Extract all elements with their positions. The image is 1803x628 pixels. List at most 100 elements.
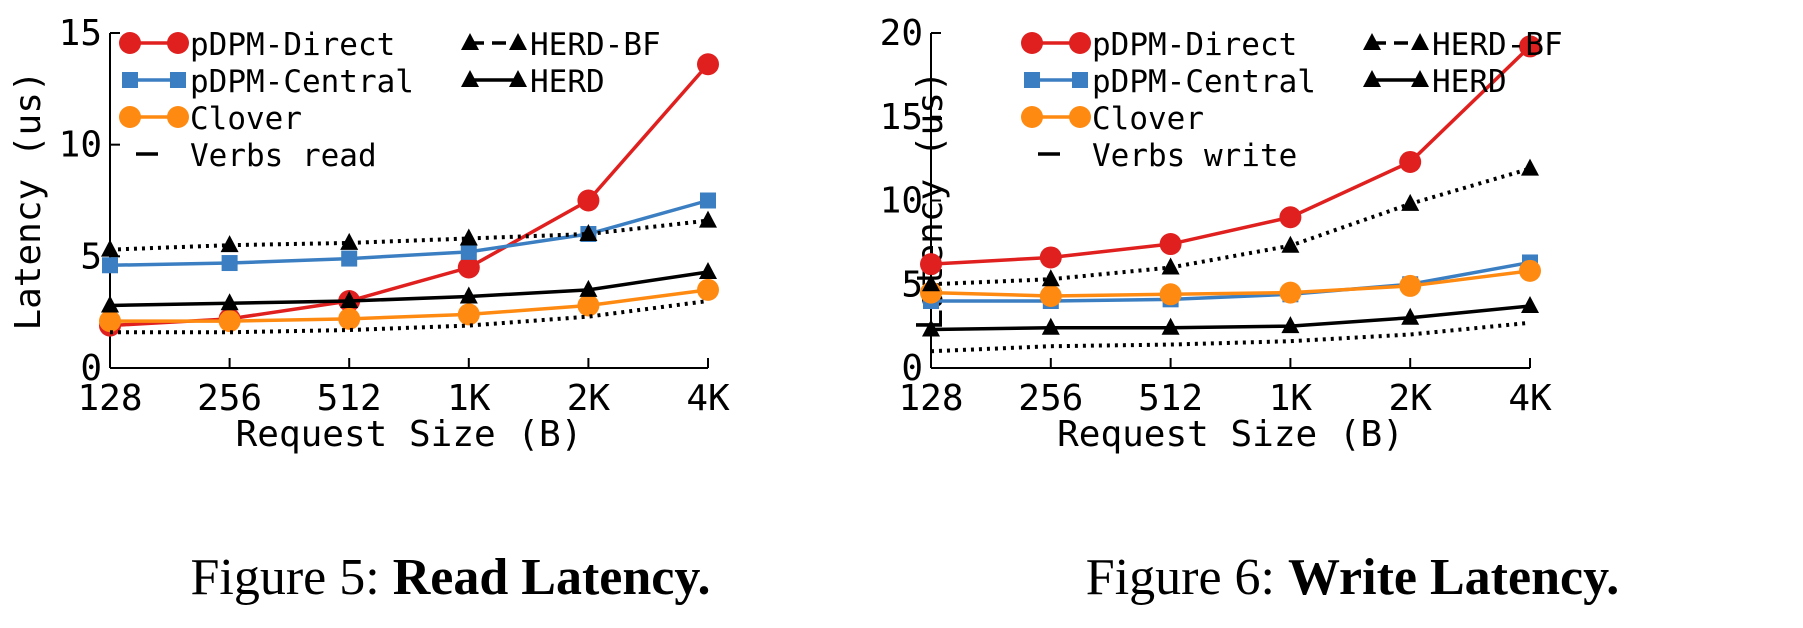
legend-marker-pdpm-direct bbox=[119, 32, 141, 54]
legend-marker-clover bbox=[167, 106, 189, 128]
legend-marker-pdpm-central bbox=[170, 72, 186, 88]
series-clover bbox=[99, 278, 719, 333]
series-herd bbox=[101, 261, 717, 313]
legend-marker-herd-bf bbox=[509, 33, 527, 50]
legend-marker-herd-bf bbox=[1363, 33, 1381, 50]
x-tick-label: 128 bbox=[898, 378, 963, 419]
data-point-pdpm-direct bbox=[920, 253, 942, 276]
data-point-herd-bf bbox=[1521, 158, 1539, 176]
y-tick-label: 15 bbox=[880, 97, 923, 138]
x-tick-label: 2K bbox=[1389, 378, 1433, 419]
legend-label-clover: Clover bbox=[1092, 101, 1204, 137]
data-point-pdpm-central bbox=[700, 192, 716, 209]
figure-5-caption: Figure 5: Read Latency. bbox=[0, 548, 901, 607]
legend-item-pdpm-direct: pDPM-Direct bbox=[1021, 27, 1297, 63]
legend-marker-herd-bf bbox=[1411, 33, 1429, 50]
data-point-herd bbox=[579, 279, 598, 297]
data-point-herd bbox=[220, 293, 239, 311]
legend-marker-herd bbox=[509, 70, 527, 87]
data-point-herd-bf bbox=[101, 239, 119, 257]
x-tick-label: 2K bbox=[567, 378, 611, 419]
series-line-pdpm-central bbox=[929, 260, 1532, 303]
data-point-pdpm-direct bbox=[457, 256, 480, 279]
data-point-herd bbox=[699, 261, 717, 279]
y-tick-label: 20 bbox=[880, 13, 923, 54]
data-point-herd-bf bbox=[220, 235, 239, 253]
data-point-clover bbox=[457, 303, 480, 326]
series-line-herd bbox=[108, 270, 710, 308]
legend-label-herd: HERD bbox=[530, 64, 605, 100]
data-point-pdpm-central bbox=[102, 257, 118, 274]
legend-label-herd: HERD bbox=[1432, 64, 1507, 100]
x-axis-title: Request Size (B) bbox=[236, 414, 583, 455]
data-point-pdpm-central bbox=[460, 243, 477, 260]
series-herd bbox=[922, 296, 1539, 337]
y-tick-label: 5 bbox=[901, 264, 923, 305]
data-point-herd-bf bbox=[1041, 269, 1060, 287]
data-point-herd bbox=[1401, 307, 1420, 325]
legend-marker-clover bbox=[1069, 106, 1091, 128]
data-point-herd bbox=[1041, 317, 1060, 335]
legend-label-pdpm-direct: pDPM-Direct bbox=[190, 27, 395, 63]
x-tick-label: 4K bbox=[1508, 378, 1552, 419]
x-tick-label: 1K bbox=[1269, 378, 1313, 419]
x-tick-label: 256 bbox=[1018, 378, 1083, 419]
legend-marker-pdpm-direct bbox=[1021, 32, 1043, 54]
data-point-pdpm-central bbox=[221, 255, 238, 272]
data-point-herd-bf bbox=[1401, 193, 1420, 211]
y-tick-label: 10 bbox=[59, 125, 102, 166]
data-point-pdpm-direct bbox=[577, 189, 600, 212]
series-herd-bf bbox=[101, 210, 717, 257]
data-point-clover bbox=[99, 310, 121, 333]
series-line-pdpm-central bbox=[108, 198, 710, 268]
data-point-pdpm-direct bbox=[1039, 246, 1062, 269]
data-point-herd-bf bbox=[699, 210, 717, 228]
legend-label-clover: Clover bbox=[190, 101, 302, 137]
figure-5-caption-title: Read Latency. bbox=[392, 549, 711, 606]
legend-marker-pdpm-central bbox=[122, 72, 138, 88]
figure-6-panel: 0 5 10 15 20 128 256 512 1K 2K 4K Request Size (B) L… bbox=[880, 0, 1803, 628]
legend-label-pdpm-direct: pDPM-Direct bbox=[1092, 27, 1297, 63]
x-tick-label: 4K bbox=[686, 378, 730, 419]
axes: 0 5 10 15 128 256 512 1K 2K 4K bbox=[59, 13, 730, 419]
figure-5-panel: 0 5 10 15 128 256 512 1K 2K 4K Request Size (B) Lat… bbox=[0, 0, 901, 628]
figure-6-caption: Figure 6: Write Latency. bbox=[902, 548, 1803, 607]
x-tick-label: 128 bbox=[77, 378, 142, 419]
data-point-clover bbox=[218, 310, 241, 333]
y-tick-label: 0 bbox=[80, 348, 102, 389]
legend-item-verbs-write: Verbs write bbox=[1038, 138, 1297, 174]
series-herd-bf bbox=[922, 158, 1539, 292]
figure-5-caption-prefix: Figure 5: bbox=[190, 549, 380, 606]
y-tick-label: 10 bbox=[880, 181, 923, 222]
legend-marker-herd bbox=[1411, 70, 1429, 87]
data-point-pdpm-direct bbox=[1399, 150, 1422, 173]
data-point-pdpm-direct bbox=[697, 53, 719, 76]
x-tick-label: 512 bbox=[1138, 378, 1203, 419]
legend-label-pdpm-central: pDPM-Central bbox=[1092, 64, 1316, 100]
data-point-herd bbox=[459, 286, 478, 304]
data-point-herd bbox=[922, 319, 940, 337]
figure-6-caption-prefix: Figure 6: bbox=[1085, 549, 1275, 606]
data-point-clover bbox=[1159, 283, 1182, 306]
legend-item-pdpm-central: pDPM-Central bbox=[122, 64, 414, 100]
data-point-herd-bf bbox=[1281, 235, 1300, 253]
read-latency-chart: 0 5 10 15 128 256 512 1K 2K 4K Request Size (B) Lat… bbox=[8, 13, 730, 455]
figure-6-caption-title: Write Latency. bbox=[1288, 549, 1620, 606]
data-point-herd bbox=[101, 295, 119, 313]
y-tick-label: 15 bbox=[59, 13, 102, 54]
legend-item-herd: HERD bbox=[1363, 64, 1507, 100]
y-axis-title: Latency (us) bbox=[8, 70, 49, 330]
axes: 0 5 10 15 20 128 256 512 1K 2K 4K bbox=[880, 13, 1552, 419]
data-point-clover bbox=[338, 307, 361, 330]
legend-item-herd-bf: HERD-BF bbox=[461, 27, 661, 63]
series-pdpm-central bbox=[102, 192, 716, 274]
legend-label-herd-bf: HERD-BF bbox=[530, 27, 661, 63]
x-tick-label: 256 bbox=[197, 378, 262, 419]
series-line-verbs-read bbox=[110, 299, 709, 335]
legend-marker-clover bbox=[1021, 106, 1043, 128]
x-tick-label: 1K bbox=[447, 378, 491, 419]
legend-item-herd: HERD bbox=[461, 64, 605, 100]
